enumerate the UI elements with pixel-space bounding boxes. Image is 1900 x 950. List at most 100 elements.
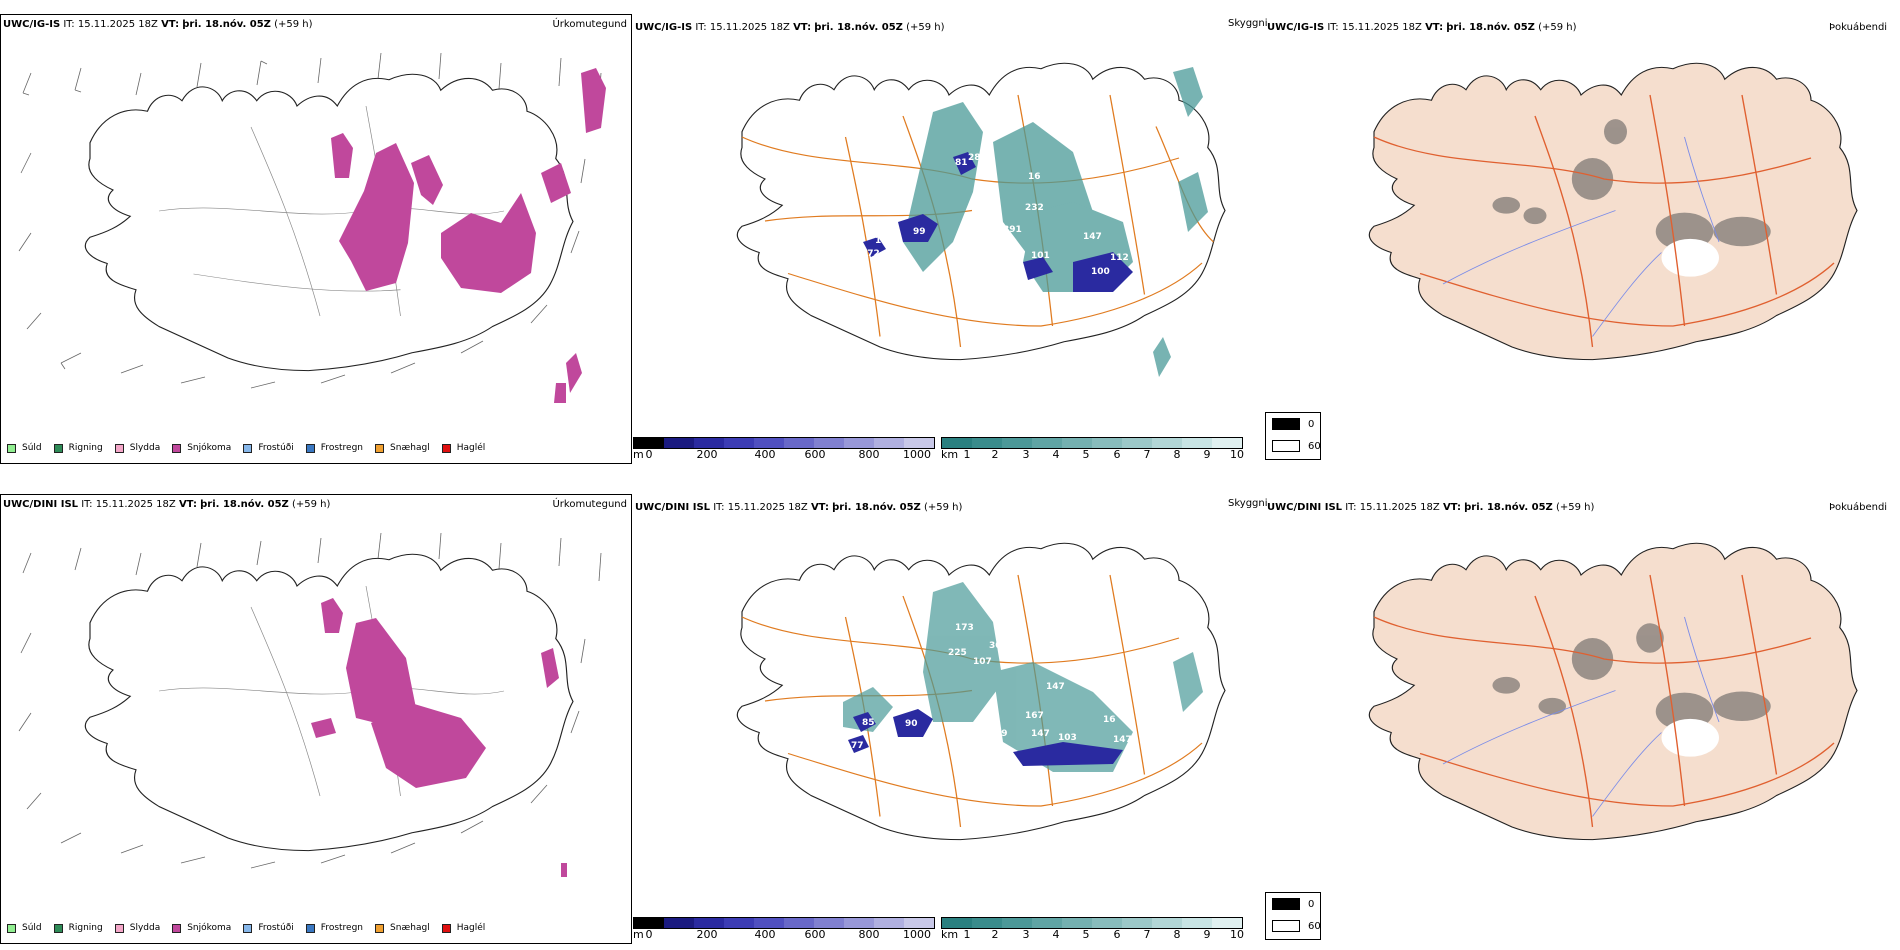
legend-swatch xyxy=(7,443,16,453)
cloud-label: 77 xyxy=(851,741,864,751)
legend-item: Frostúði xyxy=(243,443,294,453)
visibility-tick: 7 xyxy=(1143,928,1151,941)
legend-item: Slydda xyxy=(114,443,160,453)
legend-swatch xyxy=(441,923,451,933)
cloudbase-tick: 600 xyxy=(804,928,826,941)
fog-legend-item: 0 xyxy=(1272,418,1314,430)
cloud-label: 187 xyxy=(995,253,1014,263)
visibility-tick: 1 xyxy=(963,928,971,941)
panel-name: Úrkomutegund xyxy=(552,19,627,30)
precip-legend: Súld Rigning Slydda Snjókoma Frostúði Fr… xyxy=(7,443,497,453)
cloud-label: 16 xyxy=(1103,715,1116,725)
panel-title: UWC/IG-IS IT: 15.11.2025 18Z VT: þri. 18… xyxy=(635,22,945,33)
legend-item: Haglél xyxy=(441,443,485,453)
panel-title: UWC/IG-IS IT: 15.11.2025 18Z VT: þri. 18… xyxy=(3,19,313,30)
cloud-label: 306 xyxy=(989,641,1008,651)
cloudbase-tick: 800 xyxy=(858,928,880,941)
legend-swatch xyxy=(441,443,451,453)
visibility-map: 99 112 172 16 232 391 225 187 101 147 11… xyxy=(736,62,1226,377)
cloudbase-tick: 1000 xyxy=(903,448,931,461)
precip-panel-row2: UWC/DINI ISL IT: 15.11.2025 18Z VT: þri.… xyxy=(0,494,632,944)
legend-item: Súld xyxy=(7,923,42,933)
legend-item: Snæhagl xyxy=(375,923,430,933)
legend-item: Snjókoma xyxy=(172,923,231,933)
legend-swatch xyxy=(172,443,182,453)
fog-swatch xyxy=(1272,440,1300,452)
visibility-tick: 7 xyxy=(1143,448,1151,461)
legend-swatch xyxy=(114,443,124,453)
visibility-tick: 4 xyxy=(1052,928,1060,941)
panel-name: Þokuábendi xyxy=(1829,502,1888,513)
fog-panel-row1: UWC/IG-IS IT: 15.11.2025 18Z VT: þri. 18… xyxy=(1265,14,1900,464)
legend-item: Snæhagl xyxy=(375,443,430,453)
panel-name: Úrkomutegund xyxy=(552,499,627,510)
fog-swatch xyxy=(1272,898,1300,910)
visibility-colorbar xyxy=(941,437,1243,449)
cloud-label: 107 xyxy=(973,657,992,667)
cloudbase-colorbar xyxy=(633,437,935,449)
visibility-panel-row1: UWC/IG-IS IT: 15.11.2025 18Z VT: þri. 18… xyxy=(633,14,1268,464)
visibility-map: 90 85 77 225 306 107 147 167 19 147 103 … xyxy=(736,542,1226,841)
legend-item: Frostregn xyxy=(305,923,363,933)
cloud-label: 147 xyxy=(1083,232,1102,242)
cloud-label: 101 xyxy=(1031,251,1050,261)
cloud-label: 103 xyxy=(1058,733,1077,743)
cloudbase-tick: 400 xyxy=(754,448,776,461)
fog-map xyxy=(1368,62,1858,361)
legend-swatch xyxy=(243,923,253,933)
cloud-label: 225 xyxy=(983,239,1002,249)
cloud-height-labels: 99 112 172 16 232 391 225 187 101 147 11… xyxy=(861,153,1129,277)
legend-swatch xyxy=(375,923,385,933)
visibility-tick: 2 xyxy=(991,448,999,461)
cloudbase-tick: 600 xyxy=(804,448,826,461)
cloud-label: 232 xyxy=(1025,203,1044,213)
cloud-label: 81 xyxy=(955,158,968,168)
visibility-tick: 5 xyxy=(1082,448,1090,461)
visibility-tick: 9 xyxy=(1203,928,1211,941)
precip-panel-row1: UWC/IG-IS IT: 15.11.2025 18Z VT: þri. 18… xyxy=(0,14,632,464)
fog-legend-item: 60 xyxy=(1272,920,1321,932)
fog-map xyxy=(1368,542,1858,841)
legend-swatch xyxy=(7,923,16,933)
visibility-tick: 5 xyxy=(1082,928,1090,941)
visibility-unit: km xyxy=(941,448,959,461)
cloudbase-tick: 0 xyxy=(645,928,653,941)
fog-swatch xyxy=(1272,920,1300,932)
cloud-label: 147 xyxy=(1031,729,1050,739)
cloudbase-tick: 800 xyxy=(858,448,880,461)
legend-item: Rigning xyxy=(53,443,103,453)
cloud-label: 225 xyxy=(948,648,967,658)
cloudbase-colorbar xyxy=(633,917,935,929)
cloud-label: 147 xyxy=(1113,735,1132,745)
visibility-tick: 9 xyxy=(1203,448,1211,461)
visibility-tick: 3 xyxy=(1022,928,1030,941)
cloud-label: 167 xyxy=(1025,711,1044,721)
fog-legend-item: 60 xyxy=(1272,440,1321,452)
visibility-tick: 6 xyxy=(1113,448,1121,461)
cloudbase-tick: 0 xyxy=(645,448,653,461)
cloud-label: 16 xyxy=(1028,172,1041,182)
cloud-height-labels: 90 85 77 225 306 107 147 167 19 147 103 … xyxy=(851,623,1132,751)
visibility-tick: 8 xyxy=(1173,448,1181,461)
cloud-label: 90 xyxy=(905,719,918,729)
legend-swatch xyxy=(375,443,385,453)
legend-swatch xyxy=(305,443,315,453)
legend-item: Slydda xyxy=(114,923,160,933)
legend-item: Frostregn xyxy=(305,443,363,453)
cloud-label: 19 xyxy=(995,729,1008,739)
fog-legend-item: 0 xyxy=(1272,898,1314,910)
panel-title: UWC/DINI ISL IT: 15.11.2025 18Z VT: þri.… xyxy=(3,499,331,510)
legend-swatch xyxy=(172,923,182,933)
legend-item: Frostúði xyxy=(243,923,294,933)
visibility-tick: 8 xyxy=(1173,928,1181,941)
legend-item: Snjókoma xyxy=(172,443,231,453)
fog-swatch xyxy=(1272,418,1300,430)
cloudbase-unit: m xyxy=(633,928,644,941)
cloud-label: 112 xyxy=(875,236,894,246)
cloudbase-tick: 200 xyxy=(696,928,718,941)
cloudbase-tick: 200 xyxy=(696,448,718,461)
visibility-tick: 3 xyxy=(1022,448,1030,461)
visibility-tick: 10 xyxy=(1230,928,1244,941)
precip-map xyxy=(18,52,606,403)
legend-swatch xyxy=(243,443,253,453)
